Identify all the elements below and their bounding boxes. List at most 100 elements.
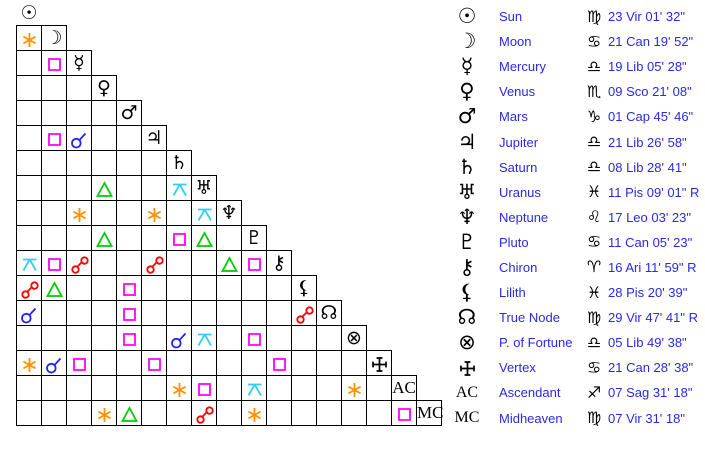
quincunx-aspect-icon: [172, 183, 187, 196]
conjunction-aspect-icon: [70, 132, 86, 148]
mercury-glyph: ☿: [66, 50, 92, 76]
aspect-grid-row-jupiter: ♃: [16, 125, 442, 151]
aspect-cell-square: [41, 50, 67, 76]
aspect-cell-empty: [41, 300, 67, 326]
point-position: 19 Lib 05' 28": [608, 59, 687, 75]
vir-sign-icon: ♍: [586, 307, 602, 327]
point-position: 23 Vir 01' 32": [608, 9, 685, 25]
saturn-glyph: ♄: [457, 154, 477, 179]
aspect-cell-sextile: [16, 25, 42, 51]
aspect-cell-square: [66, 350, 92, 376]
aspect-cell-conjunction: [166, 325, 192, 351]
aspect-cell-square: [391, 400, 417, 426]
sag-sign-icon: ♐: [586, 382, 602, 402]
sun-glyph: ☉: [20, 2, 38, 24]
can-sign-icon: ♋: [586, 232, 602, 252]
lib-sign-icon: ♎: [586, 157, 602, 177]
lib-sign-icon: ♎: [586, 56, 602, 76]
aspect-cell-empty: [291, 375, 317, 401]
opposition-aspect-icon: [70, 256, 89, 274]
aspect-cell-empty: [316, 375, 342, 401]
aspect-cell-square: [191, 375, 217, 401]
aspect-cell-empty: [191, 300, 217, 326]
aspect-cell-opposition: [66, 250, 92, 276]
trine-aspect-icon: [95, 230, 113, 247]
point-position: 28 Pis 20' 39": [608, 285, 688, 301]
position-row-chiron: ⚷ Chiron ♈ 16 Ari 11' 59" R: [450, 255, 705, 280]
aspect-cell-quincunx: [16, 250, 42, 276]
aspect-cell-empty: [16, 125, 42, 151]
aspect-cell-empty: [66, 400, 92, 426]
sextile-aspect-icon: [247, 407, 261, 422]
point-position: 11 Can 05' 23": [608, 234, 693, 250]
square-aspect-icon: [247, 332, 261, 346]
aspect-cell-square: [41, 250, 67, 276]
aspect-cell-square: [141, 350, 167, 376]
point-name: Sun: [499, 9, 523, 25]
point-position: 07 Sag 31' 18": [608, 385, 693, 401]
vertex-glyph-icon: [459, 361, 475, 376]
trine-aspect-icon: [45, 280, 63, 297]
aspect-cell-empty: [166, 200, 192, 226]
point-position: 21 Can 28' 38": [608, 360, 694, 376]
aspect-grid-row-fortune: ⊗: [16, 325, 442, 351]
aspect-cell-square: [116, 275, 142, 301]
aspect-cell-square: [166, 225, 192, 251]
position-row-pluto: ♇ Pluto ♋ 11 Can 05' 23": [450, 230, 705, 255]
mars-glyph: ♂: [116, 100, 142, 126]
aspect-cell-empty: [141, 375, 167, 401]
opposition-aspect-icon: [20, 281, 39, 299]
aspect-cell-quincunx: [191, 200, 217, 226]
venus-glyph: ♀: [91, 75, 117, 101]
square-aspect-icon: [247, 257, 261, 271]
aspect-cell-sextile: [141, 200, 167, 226]
position-row-mercury: ☿ Mercury ♎ 19 Lib 05' 28": [450, 54, 705, 79]
aspect-cell-square: [241, 250, 267, 276]
chiron-glyph: ⚷: [266, 250, 292, 276]
aspect-cell-square: [116, 325, 142, 351]
point-name: Neptune: [499, 209, 549, 225]
vertex-glyph-icon: [371, 356, 387, 372]
point-name: Uranus: [499, 184, 541, 200]
aspect-cell-empty: [216, 225, 242, 251]
aspect-cell-empty: [91, 300, 117, 326]
point-name: Vertex: [499, 360, 536, 376]
positions-table: ☉ Sun ♍ 23 Vir 01' 32" ☽ Moon ♋ 21 Can 19' 52" ☿…: [450, 4, 705, 431]
trine-aspect-icon: [195, 230, 213, 247]
aspect-cell-empty: [116, 125, 142, 151]
aspect-cell-empty: [216, 325, 242, 351]
square-aspect-icon: [397, 407, 411, 421]
lib-sign-icon: ♎: [586, 332, 602, 352]
aspect-cell-empty: [16, 100, 42, 126]
vir-sign-icon: ♍: [586, 408, 602, 428]
aspect-grid-row-sun: ☉: [17, 1, 442, 26]
aspect-cell-empty: [291, 350, 317, 376]
point-name: Moon: [499, 34, 532, 50]
aspect-cell-empty: [41, 150, 67, 176]
quincunx-aspect-icon: [22, 258, 37, 271]
trine-aspect-icon: [95, 180, 113, 197]
position-row-true-node: ☊ True Node ♍ 29 Vir 47' 41" R: [450, 305, 705, 330]
aspect-cell-empty: [16, 400, 42, 426]
point-name: Chiron: [499, 259, 538, 275]
aspect-cell-empty: [66, 150, 92, 176]
aspect-cell-square: [116, 300, 142, 326]
trine-aspect-icon: [120, 405, 138, 422]
aspect-cell-empty: [141, 325, 167, 351]
aspect-cell-sextile: [66, 200, 92, 226]
aspect-cell-empty: [316, 350, 342, 376]
aspect-cell-empty: [41, 175, 67, 201]
aspect-cell-conjunction: [41, 350, 67, 376]
point-position: 29 Vir 47' 41" R: [608, 310, 698, 326]
point-name: P. of Fortune: [499, 335, 573, 351]
lilith-glyph: ⚸: [291, 275, 317, 301]
point-position: 01 Cap 45' 46": [608, 109, 694, 125]
ari-sign-icon: ♈: [586, 257, 602, 277]
quincunx-aspect-icon: [197, 333, 212, 346]
aspect-cell-empty: [341, 350, 367, 376]
aspect-cell-empty: [91, 200, 117, 226]
opposition-aspect-icon: [145, 256, 164, 274]
position-row-mars: ♂ Mars ♑ 01 Cap 45' 46": [450, 104, 705, 129]
aspect-cell-trine: [191, 225, 217, 251]
mars-glyph: ♂: [457, 104, 477, 129]
